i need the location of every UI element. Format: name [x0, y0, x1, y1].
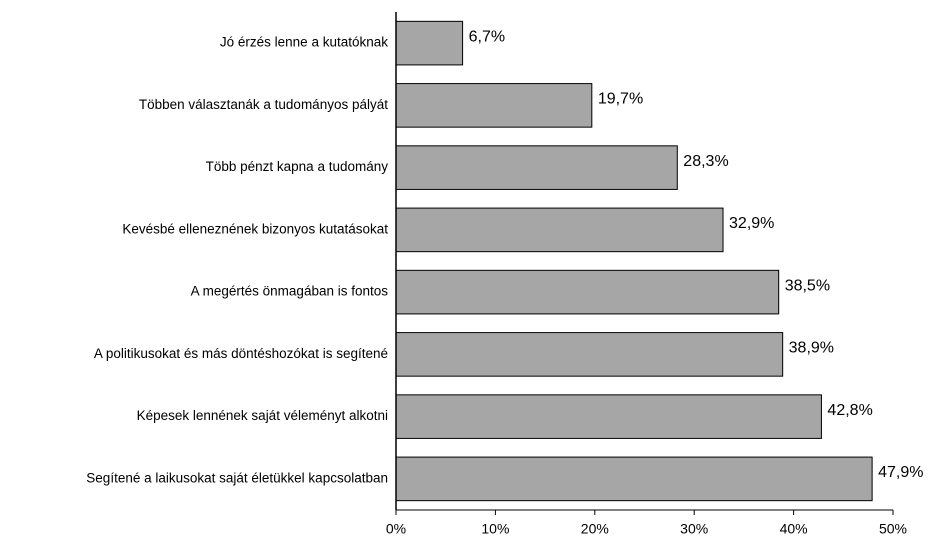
value-label: 42,8% — [827, 402, 872, 419]
category-label: Képesek lennének saját véleményt alkotni — [137, 408, 388, 423]
x-tick-label: 10% — [481, 521, 509, 537]
bar — [395, 394, 822, 439]
category-label: A megértés önmagában is fontos — [191, 284, 389, 299]
value-label: 6,7% — [469, 28, 505, 45]
bar — [395, 456, 873, 502]
value-label: 32,9% — [729, 215, 774, 232]
bar — [395, 83, 593, 128]
bar — [395, 207, 724, 253]
category-label: A politikusokat és más döntéshozókat is … — [94, 346, 388, 361]
value-label: 38,9% — [789, 340, 834, 357]
bar — [395, 20, 464, 66]
bar — [395, 145, 678, 190]
value-label: 19,7% — [598, 91, 643, 108]
x-tick-label: 50% — [879, 521, 907, 537]
category-label: Jó érzés lenne a kutatóknak — [220, 35, 388, 50]
category-label: Segítené a laikusokat saját életükkel ka… — [86, 470, 388, 485]
bar — [395, 269, 780, 315]
x-tick-label: 20% — [581, 521, 609, 537]
category-label: Többen választanák a tudományos pályát — [139, 97, 388, 112]
x-tick-label: 30% — [680, 521, 708, 537]
value-label: 38,5% — [785, 277, 830, 294]
category-label: Több pénzt kapna a tudomány — [206, 159, 389, 174]
value-label: 47,9% — [878, 464, 923, 481]
category-label: Kevésbé elleneznének bizonyos kutatásoka… — [122, 221, 388, 236]
value-label: 28,3% — [683, 153, 728, 170]
bar — [395, 332, 784, 377]
x-tick-label: 0% — [386, 521, 406, 537]
x-tick-label: 40% — [780, 521, 808, 537]
